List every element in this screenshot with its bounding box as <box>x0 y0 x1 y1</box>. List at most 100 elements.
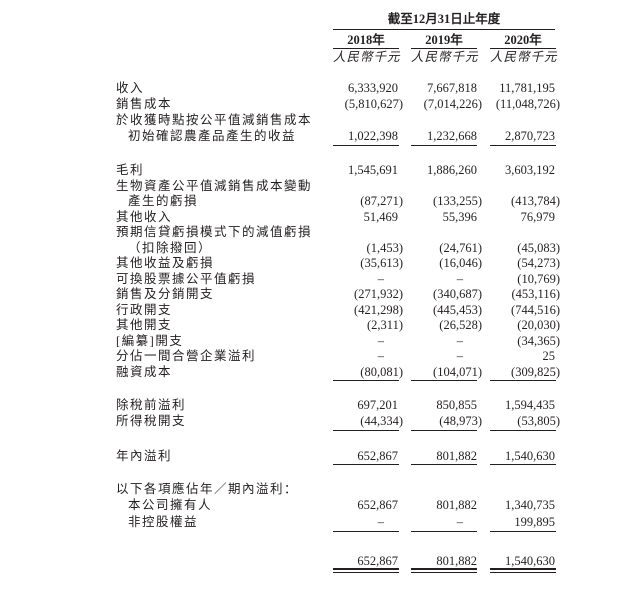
value-cell: 51,469 <box>363 210 398 224</box>
value-cell: 801,882 <box>436 554 477 568</box>
value-cell: 11,781,195 <box>499 81 555 95</box>
subtotal-rule <box>490 145 556 146</box>
value-cell: 199,895 <box>514 515 555 529</box>
value-cell: (44,334) <box>360 414 403 428</box>
unit-label: 人民幣千元 <box>411 50 479 64</box>
value-cell: 76,979 <box>520 210 555 224</box>
value-cell: 1,232,668 <box>427 129 477 143</box>
value-cell: (45,083) <box>517 241 560 255</box>
row-label: 融資成本 <box>116 365 173 379</box>
value-cell: (104,071) <box>433 365 482 379</box>
value-cell: (24,761) <box>439 241 482 255</box>
value-cell: 2,870,723 <box>505 129 555 143</box>
subtotal-rule <box>490 430 556 431</box>
year-rule <box>490 48 556 49</box>
value-cell: – <box>456 515 463 529</box>
value-cell: (271,932) <box>354 287 403 301</box>
row-label: 預期信貸虧損模式下的減值虧損 <box>116 225 313 239</box>
value-cell: 801,882 <box>436 449 477 463</box>
row-label: 可換股票據公平值虧損 <box>116 272 257 286</box>
value-cell: (744,516) <box>511 303 560 317</box>
subtotal-rule <box>411 464 477 465</box>
value-cell: 652,867 <box>357 449 398 463</box>
row-label: 銷售成本 <box>116 97 173 111</box>
year-rule <box>411 48 477 49</box>
subtotal-rule <box>490 380 556 381</box>
value-cell: (80,081) <box>360 365 403 379</box>
value-cell: (20,030) <box>517 318 560 332</box>
row-label: 初始確認農產品產生的收益 <box>128 129 297 143</box>
header-rule <box>333 29 555 30</box>
subtotal-rule <box>490 464 556 465</box>
value-cell: (7,014,226) <box>423 97 482 111</box>
row-label: 以下各項應佔年／期內溢利： <box>116 482 299 496</box>
value-cell: (453,116) <box>511 287 561 301</box>
value-cell: (54,273) <box>517 256 560 270</box>
value-cell: – <box>377 334 384 348</box>
subtotal-rule <box>411 145 477 146</box>
value-cell: (26,528) <box>439 318 482 332</box>
value-cell: – <box>456 349 463 363</box>
value-cell: 6,333,920 <box>348 81 398 95</box>
value-cell: (87,271) <box>360 194 403 208</box>
row-label: 分佔一間合營企業溢利 <box>116 349 257 363</box>
value-cell: 801,882 <box>436 498 477 512</box>
value-cell: 652,867 <box>357 554 398 568</box>
value-cell: 1,340,735 <box>505 498 555 512</box>
year-2020: 2020年 <box>504 33 542 47</box>
value-cell: – <box>377 515 384 529</box>
value-cell: – <box>456 334 463 348</box>
subtotal-rule <box>333 430 399 431</box>
value-cell: (11,048,726) <box>495 97 560 111</box>
value-cell: 25 <box>542 349 556 363</box>
value-cell: 850,855 <box>436 398 477 412</box>
total-double-rule <box>411 568 477 573</box>
subtotal-rule <box>333 380 399 381</box>
value-cell: – <box>377 349 384 363</box>
value-cell: 697,201 <box>357 398 398 412</box>
unit-label: 人民幣千元 <box>333 50 401 64</box>
row-label: 其他收入 <box>116 210 173 224</box>
subtotal-rule <box>490 531 556 532</box>
value-cell: (445,453) <box>433 303 482 317</box>
value-cell: (16,046) <box>439 256 482 270</box>
subtotal-rule <box>411 380 477 381</box>
value-cell: 3,603,192 <box>505 163 555 177</box>
value-cell: 1,545,691 <box>348 163 398 177</box>
row-label: 非控股權益 <box>128 515 199 529</box>
value-cell: – <box>377 272 384 286</box>
year-2019: 2019年 <box>425 33 463 47</box>
value-cell: (35,613) <box>360 256 403 270</box>
row-label: （扣除撥回） <box>128 241 213 255</box>
subtotal-rule <box>333 145 399 146</box>
row-label: 除稅前溢利 <box>116 398 187 412</box>
value-cell: 1,540,630 <box>505 449 555 463</box>
row-label: 年內溢利 <box>116 449 173 463</box>
total-double-rule <box>333 568 399 573</box>
row-label: 收入 <box>116 81 145 95</box>
value-cell: 55,396 <box>442 210 477 224</box>
value-cell: (48,973) <box>439 414 482 428</box>
value-cell: 1,540,630 <box>505 554 555 568</box>
row-label: 毛利 <box>116 163 145 177</box>
value-cell: (421,298) <box>354 303 403 317</box>
row-label: 產生的虧損 <box>128 194 199 208</box>
value-cell: (413,784) <box>511 194 560 208</box>
row-label: 所得稅開支 <box>116 414 187 428</box>
value-cell: 1,886,260 <box>427 163 477 177</box>
value-cell: (53,805) <box>517 414 560 428</box>
subtotal-rule <box>411 430 477 431</box>
year-2018: 2018年 <box>347 33 385 47</box>
row-label: 行政開支 <box>116 303 173 317</box>
row-label: 銷售及分銷開支 <box>116 287 215 301</box>
value-cell: (2,311) <box>367 318 403 332</box>
year-rule <box>333 48 399 49</box>
total-double-rule <box>490 568 556 573</box>
subtotal-rule <box>411 531 477 532</box>
value-cell: (1,453) <box>366 241 403 255</box>
value-cell: (10,769) <box>517 272 560 286</box>
row-label: 其他開支 <box>116 318 173 332</box>
row-label: [編纂]開支 <box>116 334 184 348</box>
row-label: 其他收益及虧損 <box>116 256 215 270</box>
subtotal-rule <box>333 531 399 532</box>
